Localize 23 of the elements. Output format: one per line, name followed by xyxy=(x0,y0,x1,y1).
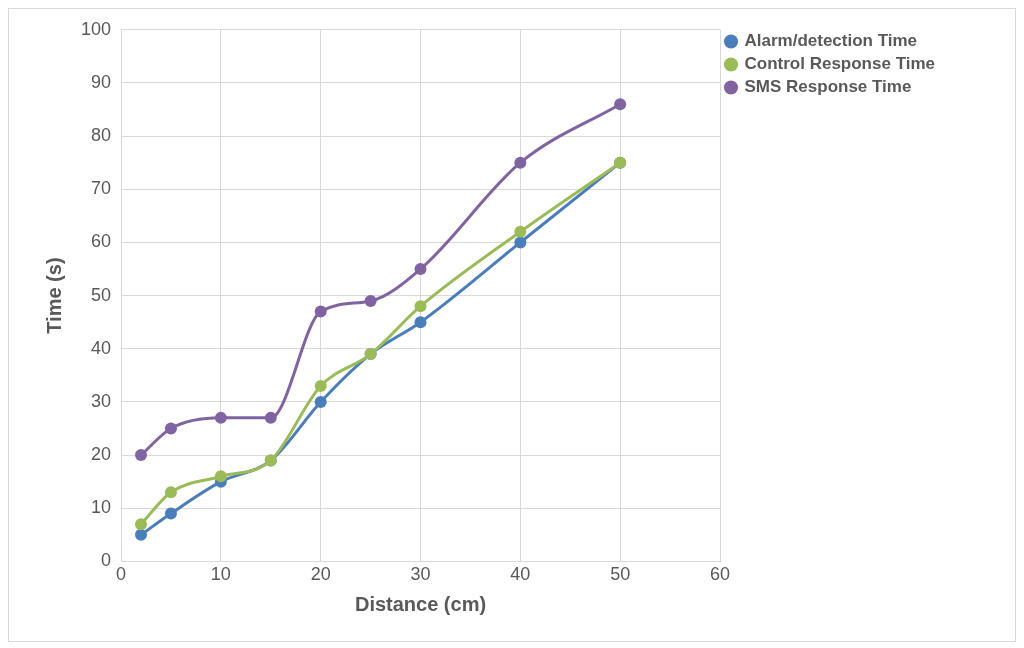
x-tick-label: 10 xyxy=(210,564,231,585)
x-tick-label: 30 xyxy=(410,564,431,585)
legend-label: Control Response Time xyxy=(744,54,936,74)
x-tick-label: 60 xyxy=(709,564,731,585)
legend-label: SMS Response Time xyxy=(744,77,912,97)
y-tick-label: 20 xyxy=(91,444,112,465)
y-tick-label: 40 xyxy=(91,337,112,358)
y-tick-label: 30 xyxy=(91,390,112,411)
x-tick-label: 50 xyxy=(610,564,631,585)
y-tick-label: 50 xyxy=(91,284,112,305)
y-tick-label: 70 xyxy=(91,178,112,199)
x-tick-label: 40 xyxy=(510,564,531,585)
y-tick-label: 100 xyxy=(80,18,112,39)
y-tick-label: 60 xyxy=(91,231,112,252)
x-axis-title: Distance (cm) xyxy=(354,592,487,615)
y-axis-title: Time (s) xyxy=(42,257,65,334)
y-tick-label: 90 xyxy=(91,71,112,92)
x-tick-label: 0 xyxy=(116,564,127,585)
x-tick-label: 20 xyxy=(310,564,331,585)
legend-label: Alarm/detection Time xyxy=(744,31,918,51)
y-tick-label: 0 xyxy=(101,550,112,571)
y-tick-label: 10 xyxy=(91,497,112,518)
y-tick-label: 80 xyxy=(91,125,112,146)
